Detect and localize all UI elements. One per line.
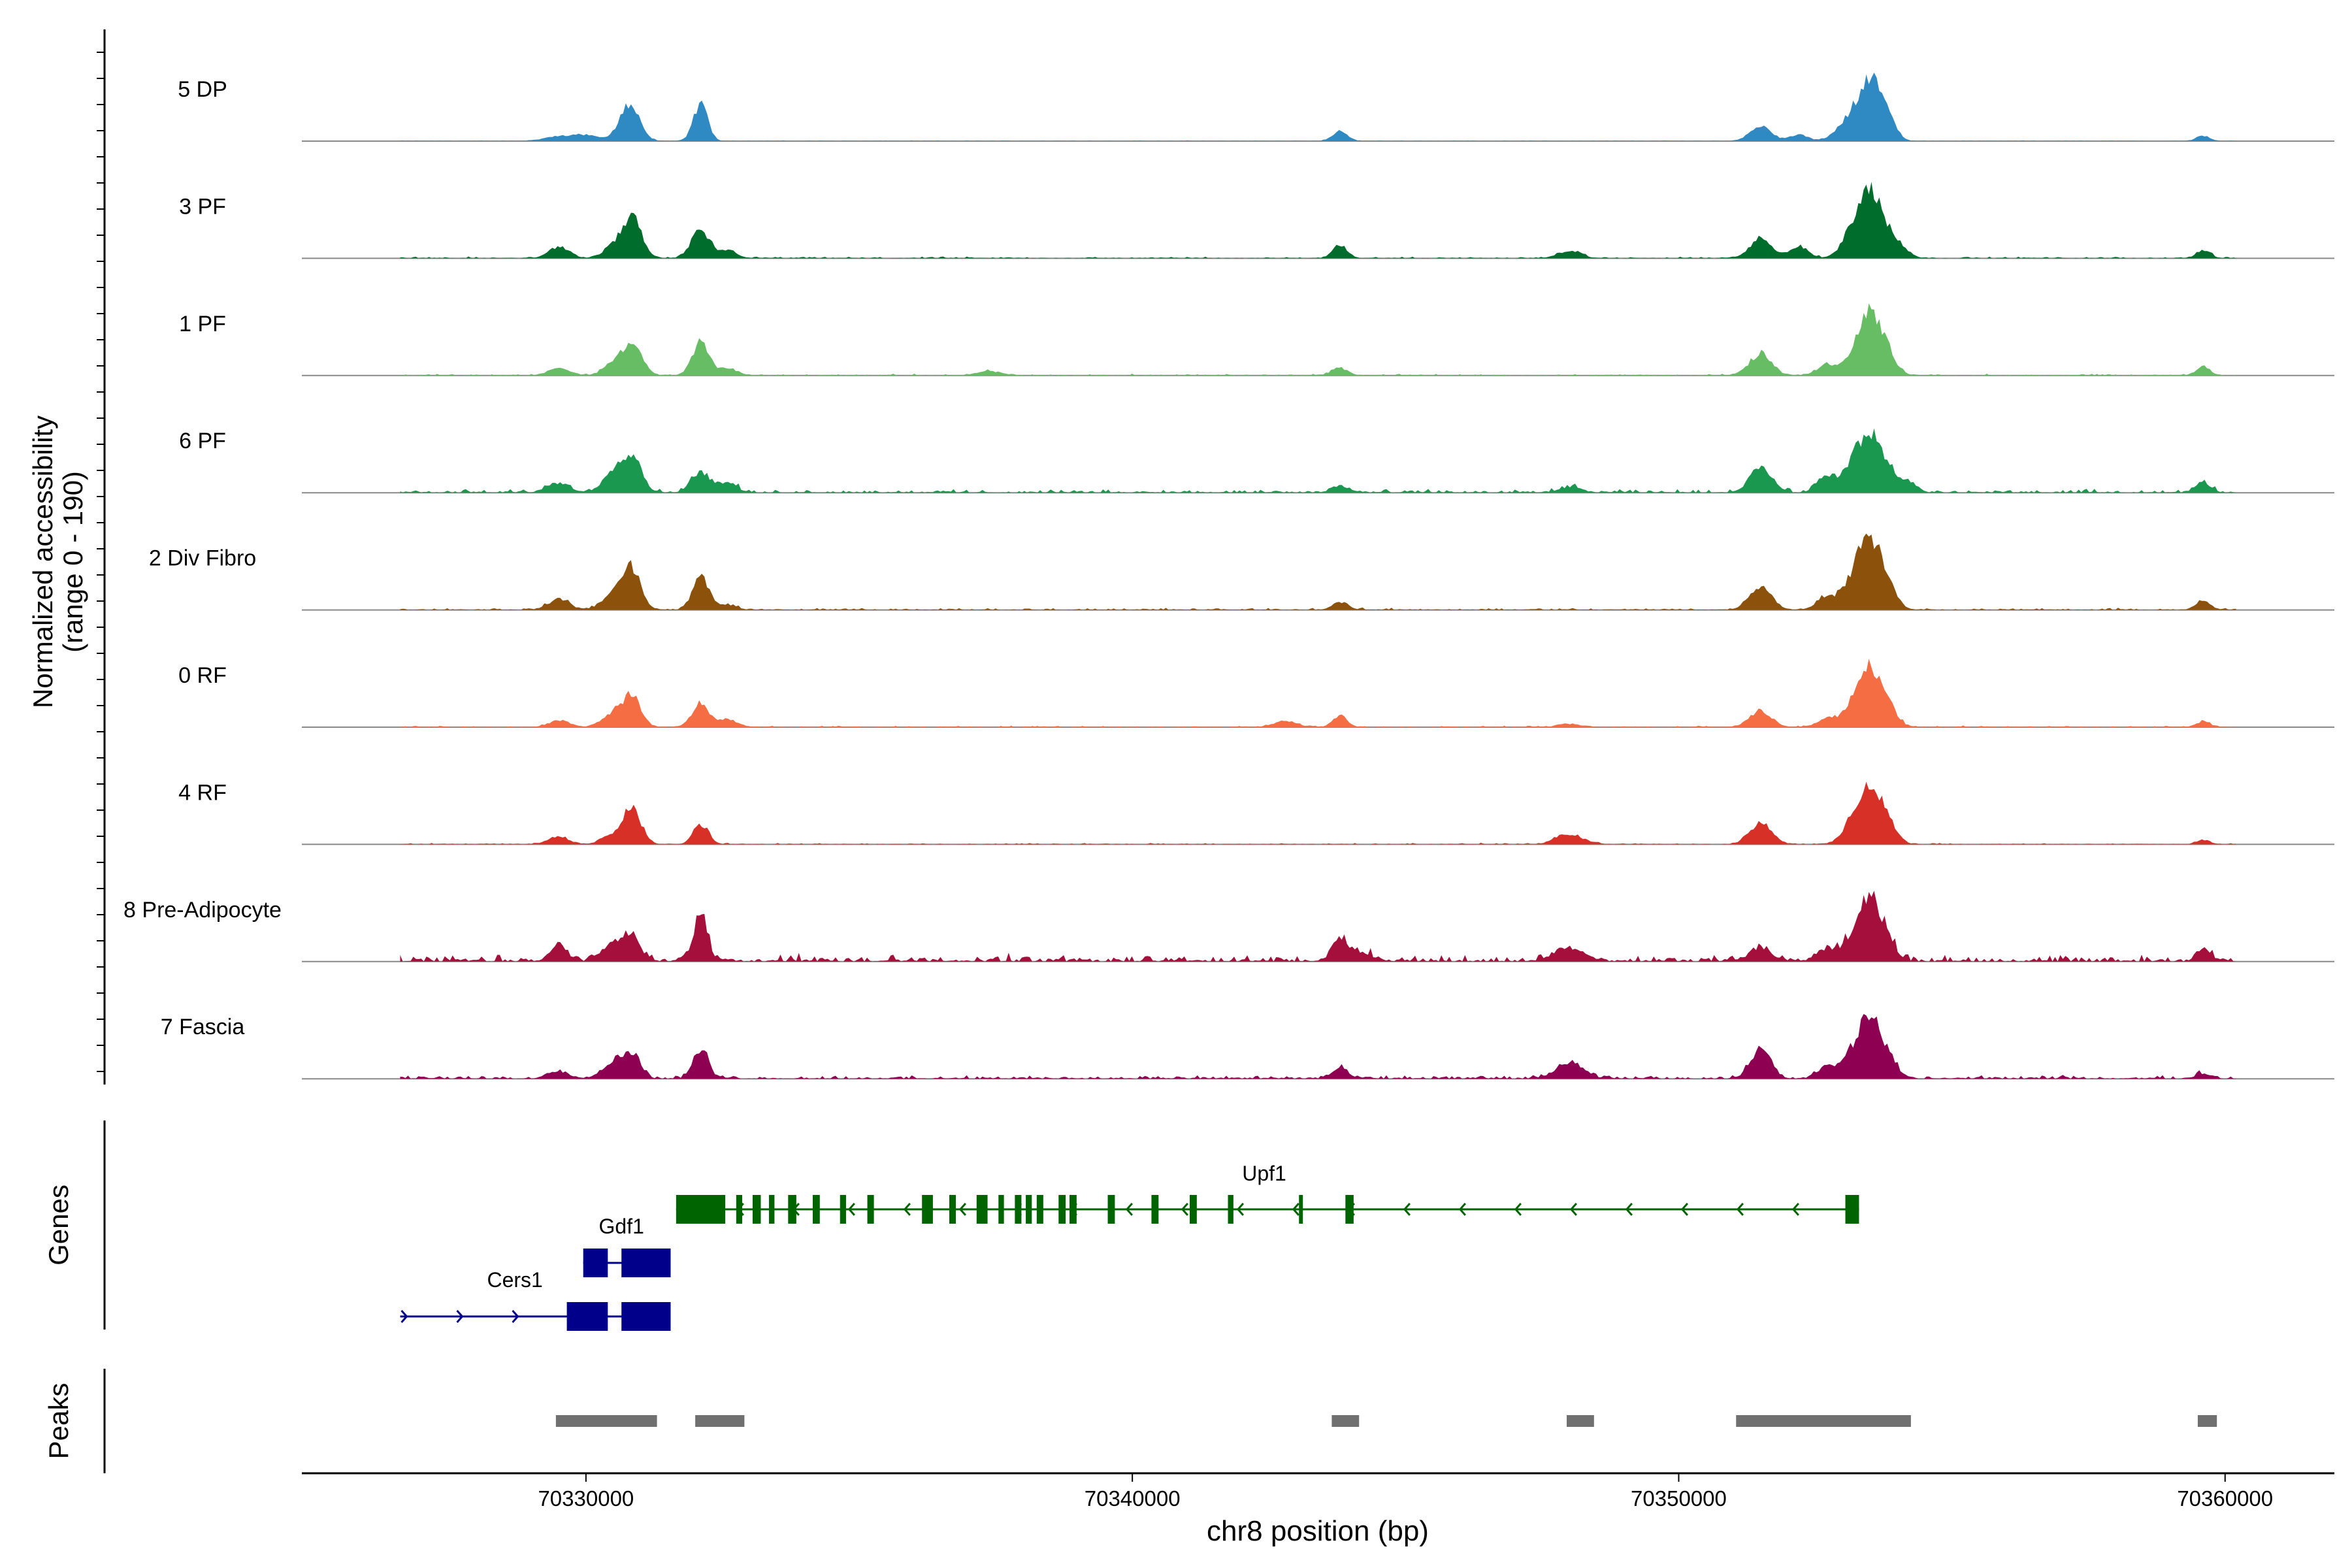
accessibility-tracks: 5 DP 3 PF 1 PF 6 PF 2 Div Fibro 0 RF 4 RF 8 Pre… bbox=[123, 73, 2334, 1080]
gene-exon bbox=[998, 1195, 1004, 1224]
track-label: 1 PF bbox=[179, 312, 226, 336]
track-label: 0 RF bbox=[178, 663, 227, 688]
strand-chevron bbox=[1125, 1203, 1133, 1216]
track-label: 7 Fascia bbox=[161, 1015, 245, 1039]
gene-exon bbox=[1036, 1195, 1043, 1224]
strand-chevron bbox=[1403, 1203, 1411, 1216]
gene-exon bbox=[1189, 1195, 1197, 1224]
strand-chevron bbox=[1625, 1203, 1633, 1216]
track-area bbox=[400, 303, 2236, 376]
strand-chevron bbox=[1236, 1203, 1244, 1216]
strand-chevron bbox=[1569, 1203, 1577, 1216]
gene-label: Gdf1 bbox=[599, 1215, 644, 1238]
gene-exon bbox=[1299, 1195, 1303, 1224]
gene-exon bbox=[1228, 1195, 1233, 1224]
track-area bbox=[400, 659, 2236, 727]
gene-label: Upf1 bbox=[1242, 1162, 1286, 1185]
gene-exon bbox=[1026, 1195, 1032, 1224]
track-label: 6 PF bbox=[179, 429, 226, 453]
gene-exon bbox=[788, 1195, 796, 1224]
peaks-panel bbox=[555, 1415, 2217, 1427]
x-tick-label: 70340000 bbox=[1085, 1486, 1181, 1511]
strand-chevron bbox=[1181, 1203, 1188, 1216]
strand-chevron bbox=[903, 1203, 911, 1216]
coverage-y-axis-ticks bbox=[97, 52, 105, 1072]
track-label: 5 DP bbox=[178, 77, 227, 102]
y-axis-range-label: (range 0 - 190) bbox=[57, 471, 88, 653]
strand-chevron bbox=[400, 1310, 408, 1323]
gene-exon bbox=[1107, 1195, 1115, 1224]
gene-exon bbox=[1058, 1195, 1066, 1224]
strand-chevron bbox=[1791, 1203, 1799, 1216]
track-area bbox=[400, 73, 2236, 141]
gene-exon bbox=[812, 1195, 820, 1224]
track-area bbox=[400, 781, 2236, 845]
gene-exon bbox=[583, 1249, 608, 1277]
gene-exon bbox=[840, 1195, 846, 1224]
gene-exon bbox=[949, 1195, 956, 1224]
gene-exon bbox=[676, 1195, 726, 1224]
gene-exon bbox=[867, 1195, 874, 1224]
gene-exon bbox=[1345, 1195, 1354, 1224]
peak-region bbox=[1567, 1415, 1594, 1427]
peaks-panel-label: Peaks bbox=[43, 1383, 74, 1460]
gene-exon bbox=[621, 1249, 671, 1277]
strand-chevron bbox=[1736, 1203, 1744, 1216]
gene-exon bbox=[769, 1195, 775, 1224]
track-area bbox=[400, 1014, 2236, 1079]
gene-exon bbox=[736, 1195, 743, 1224]
strand-chevron bbox=[1680, 1203, 1688, 1216]
strand-chevron bbox=[456, 1310, 464, 1323]
x-axis-ticks: 70330000 70340000 70350000 70360000 bbox=[538, 1473, 2273, 1511]
gene-exon bbox=[1151, 1195, 1159, 1224]
gene-label: Cers1 bbox=[487, 1268, 542, 1292]
genes-panel-label: Genes bbox=[43, 1184, 74, 1266]
track-label: 4 RF bbox=[178, 780, 227, 805]
track-area bbox=[400, 428, 2236, 493]
x-axis-label: chr8 position (bp) bbox=[1207, 1515, 1429, 1547]
track-label: 3 PF bbox=[179, 194, 226, 219]
track-label: 2 Div Fibro bbox=[149, 546, 256, 571]
peak-region bbox=[1331, 1415, 1360, 1427]
track-label: 8 Pre-Adipocyte bbox=[123, 898, 282, 923]
strand-chevron bbox=[1458, 1203, 1466, 1216]
x-tick-label: 70360000 bbox=[2177, 1486, 2273, 1511]
strand-chevron bbox=[958, 1203, 966, 1216]
gene-exon bbox=[922, 1195, 933, 1224]
x-tick-label: 70350000 bbox=[1631, 1486, 1727, 1511]
peak-region bbox=[2197, 1415, 2217, 1427]
peak-region bbox=[1736, 1415, 1911, 1427]
peak-region bbox=[695, 1415, 745, 1427]
strand-chevron bbox=[1514, 1203, 1522, 1216]
track-area bbox=[400, 890, 2236, 962]
gene-exon bbox=[1069, 1195, 1077, 1224]
gene-exon bbox=[976, 1195, 988, 1224]
gene-exon bbox=[566, 1302, 608, 1331]
track-area bbox=[400, 182, 2236, 259]
genes-panel: Upf1 Gdf1 Cers1 bbox=[400, 1162, 1859, 1331]
gene-exon bbox=[1845, 1195, 1859, 1224]
gene-exon bbox=[1015, 1195, 1022, 1224]
gene-exon bbox=[621, 1302, 671, 1331]
peak-region bbox=[555, 1415, 657, 1427]
strand-chevron bbox=[512, 1310, 519, 1323]
x-tick-label: 70330000 bbox=[538, 1486, 634, 1511]
gene-exon bbox=[752, 1195, 761, 1224]
y-axis-label: Normalized accessibility bbox=[27, 416, 58, 708]
track-area bbox=[400, 533, 2236, 610]
strand-chevron bbox=[847, 1203, 855, 1216]
strand-chevron bbox=[1292, 1203, 1299, 1216]
